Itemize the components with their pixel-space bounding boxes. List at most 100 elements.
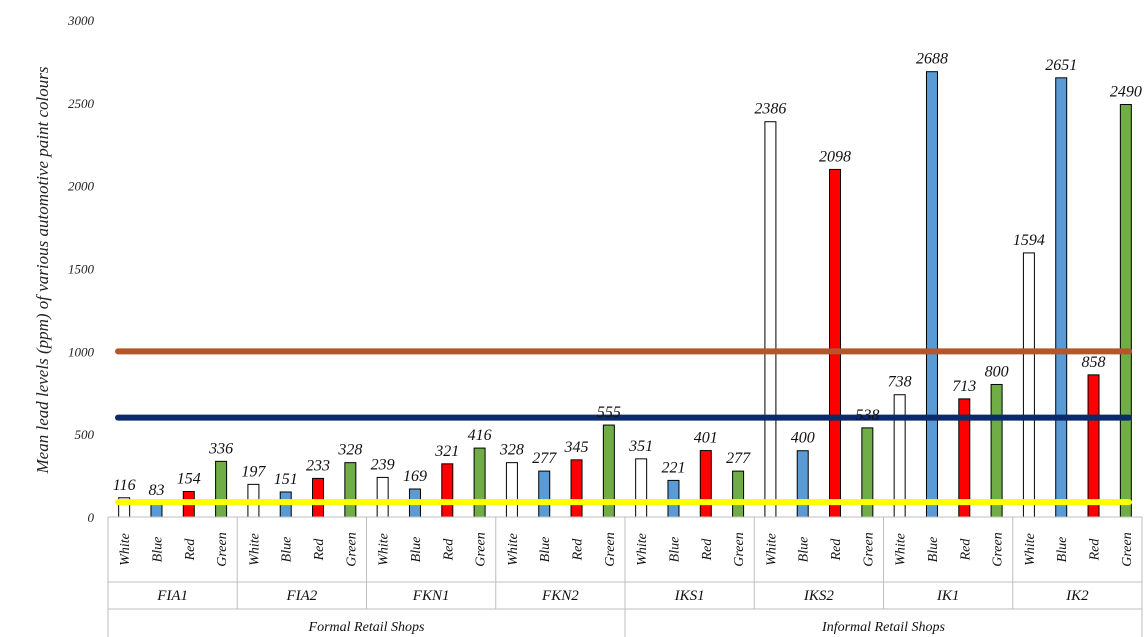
bar-IK1-green bbox=[990, 383, 1003, 518]
bar-IKS1-green bbox=[732, 470, 745, 518]
x-tick-colour-label: Blue bbox=[926, 537, 941, 563]
data-label: 800 bbox=[985, 363, 1009, 380]
data-label: 713 bbox=[952, 378, 976, 395]
reference-lines-layer bbox=[115, 348, 1132, 506]
data-label: 2651 bbox=[1045, 57, 1077, 74]
data-label: 555 bbox=[597, 404, 621, 421]
y-tick-label: 1000 bbox=[68, 344, 95, 359]
x-tick-shop-label: IK1 bbox=[936, 588, 960, 604]
data-labels-layer: 116 83 154 336 197 151 233 328 239 169 321 416 328 27… bbox=[113, 51, 1142, 500]
bar-IKS1-red bbox=[699, 450, 712, 518]
data-label: 336 bbox=[208, 440, 233, 457]
bar-FKN2-white bbox=[505, 462, 518, 518]
bar-FIA2-green bbox=[344, 462, 357, 518]
data-label: 83 bbox=[148, 482, 164, 499]
data-label: 2490 bbox=[1110, 83, 1142, 100]
bar-IKS2-white bbox=[764, 121, 777, 518]
bar-FKN2-red bbox=[570, 459, 583, 518]
data-label: 416 bbox=[468, 427, 492, 444]
bar-IK2-white bbox=[1022, 252, 1035, 518]
data-label: 233 bbox=[306, 457, 330, 474]
x-tick-colour-label: White bbox=[247, 533, 262, 566]
x-tick-colour-label: White bbox=[894, 533, 909, 566]
x-tick-colour-label: Red bbox=[1088, 538, 1103, 562]
data-label: 221 bbox=[661, 459, 685, 476]
y-tick-label: 2000 bbox=[68, 179, 95, 194]
data-label: 277 bbox=[532, 450, 557, 467]
x-tick-colour-label: Red bbox=[958, 538, 973, 562]
x-tick-colour-label: White bbox=[506, 533, 521, 566]
x-group-label: Formal Retail Shops bbox=[308, 620, 425, 635]
x-tick-colour-label: Green bbox=[603, 532, 618, 566]
data-label: 2688 bbox=[916, 51, 948, 68]
x-tick-colour-label: White bbox=[377, 533, 392, 566]
y-axis-title: Mean lead levels (ppm) of various automo… bbox=[33, 66, 52, 474]
data-label: 169 bbox=[403, 468, 427, 485]
data-label: 738 bbox=[888, 374, 912, 391]
bar-IK1-blue bbox=[925, 71, 938, 518]
x-axis-layer: White Blue Red Green FIA1 White Blue Red Green FI… bbox=[107, 516, 1143, 637]
x-tick-colour-label: Red bbox=[829, 538, 844, 562]
data-label: 116 bbox=[113, 477, 136, 494]
x-tick-colour-label: Green bbox=[732, 532, 747, 566]
x-group-label: Informal Retail Shops bbox=[821, 620, 945, 635]
x-tick-colour-label: White bbox=[118, 533, 133, 566]
x-tick-colour-label: Green bbox=[861, 532, 876, 566]
x-tick-colour-label: Blue bbox=[667, 537, 682, 563]
bar-FIA2-red bbox=[312, 477, 325, 518]
x-tick-colour-label: Green bbox=[215, 532, 230, 566]
bar-IK2-green bbox=[1119, 103, 1132, 518]
bar-IK1-white bbox=[893, 394, 906, 518]
x-tick-colour-label: Red bbox=[571, 538, 586, 562]
x-tick-colour-label: White bbox=[635, 533, 650, 566]
bar-IKS1-white bbox=[635, 458, 648, 518]
x-tick-colour-label: Blue bbox=[280, 537, 295, 563]
y-tick-label: 500 bbox=[75, 427, 95, 442]
data-label: 858 bbox=[1082, 354, 1106, 371]
bar-FIA1-blue bbox=[150, 502, 163, 518]
x-tick-colour-label: White bbox=[764, 533, 779, 566]
x-tick-colour-label: Blue bbox=[538, 537, 553, 563]
x-tick-colour-label: Blue bbox=[409, 537, 424, 563]
x-tick-shop-label: IK2 bbox=[1065, 588, 1089, 604]
data-label: 328 bbox=[499, 442, 524, 459]
bar-IK2-blue bbox=[1055, 77, 1068, 518]
data-label: 351 bbox=[628, 438, 653, 455]
data-label: 197 bbox=[241, 463, 266, 480]
y-tick-label: 3000 bbox=[67, 13, 95, 28]
x-tick-shop-label: FKN2 bbox=[541, 588, 579, 604]
data-label: 2386 bbox=[754, 101, 786, 118]
bar-FKN1-green bbox=[473, 447, 486, 518]
bar-IK2-red bbox=[1087, 374, 1100, 518]
bar-FKN1-white bbox=[376, 476, 389, 518]
x-tick-colour-label: White bbox=[1023, 533, 1038, 566]
x-tick-colour-label: Red bbox=[700, 538, 715, 562]
bars-layer bbox=[118, 71, 1132, 518]
x-tick-colour-label: Blue bbox=[1055, 537, 1070, 563]
x-tick-shop-label: FIA1 bbox=[156, 588, 188, 604]
data-label: 154 bbox=[177, 470, 201, 487]
x-tick-colour-label: Blue bbox=[797, 537, 812, 563]
data-label: 401 bbox=[694, 430, 718, 447]
axis-layer: 0 500 1000 1500 2000 2500 3000 bbox=[67, 13, 95, 525]
x-tick-colour-label: Blue bbox=[150, 537, 165, 563]
y-tick-label: 1500 bbox=[68, 262, 95, 277]
data-label: 277 bbox=[726, 450, 751, 467]
data-label: 328 bbox=[337, 442, 362, 459]
x-tick-shop-label: IKS1 bbox=[674, 588, 705, 604]
bar-IKS2-red bbox=[829, 168, 842, 518]
x-tick-colour-label: Red bbox=[312, 538, 327, 562]
x-tick-shop-label: FKN1 bbox=[412, 588, 450, 604]
data-label: 400 bbox=[791, 430, 815, 447]
data-label: 321 bbox=[434, 443, 459, 460]
data-label: 538 bbox=[855, 407, 879, 424]
x-tick-colour-label: Green bbox=[474, 532, 489, 566]
bar-FKN1-red bbox=[441, 463, 454, 518]
x-tick-shop-label: FIA2 bbox=[285, 588, 317, 604]
data-label: 2098 bbox=[819, 148, 851, 165]
bar-IKS1-blue bbox=[667, 479, 680, 518]
x-tick-colour-label: Red bbox=[441, 538, 456, 562]
x-tick-colour-label: Red bbox=[183, 538, 198, 562]
bar-IKS2-blue bbox=[796, 450, 809, 518]
